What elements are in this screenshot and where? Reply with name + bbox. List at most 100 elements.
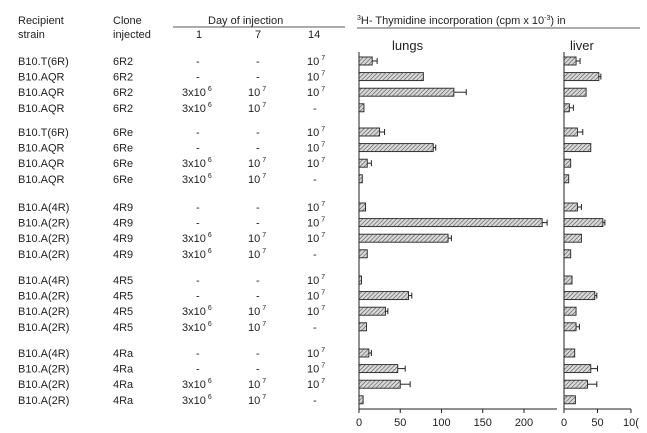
bar [563, 158, 572, 168]
row-strain: B10.AQR [18, 174, 65, 186]
row-clone: 4R5 [113, 322, 133, 334]
row-day1: - [196, 275, 200, 287]
bar [563, 127, 578, 137]
row-day14: 10 7 [307, 217, 325, 230]
header-clone-line2: injected [113, 29, 151, 41]
row-clone: 6Re [113, 127, 133, 139]
row-day7: 10 7 [248, 321, 266, 334]
row-day7: 10 7 [248, 157, 266, 170]
row-day14: 10 7 [307, 201, 325, 214]
row-strain: B10.AQR [18, 143, 65, 155]
row-strain: B10.T(6R) [18, 56, 69, 68]
bar [358, 322, 367, 332]
table-row: B10.A(2R) 4Ra 3x10 6 10 7 10 7 [18, 378, 325, 391]
row-day1: - [196, 348, 200, 360]
row-day1: - [196, 72, 200, 84]
bar [358, 379, 401, 389]
bar [358, 72, 424, 82]
row-strain: B10.AQR [18, 72, 65, 84]
bar [358, 395, 364, 405]
panel-liver: 0 50 10(liver [561, 38, 639, 429]
row-day1: 3x10 6 [182, 157, 212, 170]
row-clone: 6Re [113, 158, 133, 170]
row-day1: - [196, 202, 200, 214]
row-day1: 3x10 6 [182, 102, 212, 115]
bar [563, 103, 570, 113]
row-strain: B10.AQR [18, 87, 65, 99]
bar [563, 202, 578, 212]
row-day7: - [256, 275, 260, 287]
row-day14: 10 7 [307, 290, 325, 303]
row-strain: B10.A(4R) [18, 275, 69, 287]
row-clone: 4R5 [113, 291, 133, 303]
row-day14: 10 7 [307, 157, 325, 170]
bar [563, 379, 588, 389]
row-day1: 3x10 6 [182, 173, 212, 186]
bar [563, 87, 587, 97]
row-day14: 10 7 [307, 378, 325, 391]
row-day1: 3x10 6 [182, 232, 212, 245]
bar [563, 56, 577, 66]
header-day-1: 1 [196, 29, 202, 41]
yaxis-title-mass-number: 3 [357, 15, 361, 22]
table-row: B10.T(6R) 6R2 - - 10 7 [18, 55, 325, 68]
row-day1: 3x10 6 [182, 378, 212, 391]
header-recipient-line2: strain [18, 29, 45, 41]
bar [358, 103, 365, 113]
table-row: B10.A(4R) 4R9 - - 10 7 [18, 201, 325, 214]
x-tick-label: 100 [432, 417, 450, 429]
row-day7: 10 7 [248, 102, 266, 115]
bar [358, 218, 543, 228]
row-day1: 3x10 6 [182, 248, 212, 261]
bar [358, 291, 409, 301]
row-clone: 6R2 [113, 56, 133, 68]
panel-lungs: 0 50 100 150 200 lungs [356, 38, 557, 429]
row-day1: - [196, 291, 200, 303]
row-day7: - [256, 72, 260, 84]
table-row: B10.A(2R) 4R9 - - 10 7 [18, 217, 325, 230]
table-header: Recipient strain Clone injected Day of i… [18, 15, 345, 41]
table-row: B10.A(4R) 4Ra - - 10 7 [18, 347, 325, 360]
yaxis-title-text: 3H- Thymidine incorporation (cpm x 10-3)… [357, 15, 566, 27]
x-tick-label: 10( [623, 417, 639, 429]
row-clone: 6R2 [113, 103, 133, 115]
bar [358, 87, 455, 97]
bar [358, 249, 368, 259]
row-day1: 3x10 6 [182, 305, 212, 318]
row-day1: 3x10 6 [182, 321, 212, 334]
row-strain: B10.AQR [18, 158, 65, 170]
bar [358, 56, 373, 66]
table-row: B10.AQR 6R2 - - 10 7 [18, 71, 325, 84]
row-clone: 4Ra [113, 364, 134, 376]
table-row: B10.A(2R) 4Ra 3x10 6 10 7 - [18, 394, 317, 407]
bar [563, 143, 592, 153]
row-strain: B10.A(4R) [18, 202, 69, 214]
header-day-14: 14 [308, 29, 320, 41]
panel-title: liver [570, 38, 595, 53]
row-clone: 4R5 [113, 306, 133, 318]
row-day7: 10 7 [248, 248, 266, 261]
row-day1: 3x10 6 [182, 394, 212, 407]
row-strain: B10.A(2R) [18, 395, 69, 407]
table-row: B10.A(2R) 4R9 3x10 6 10 7 - [18, 248, 317, 261]
row-day7: - [256, 127, 260, 139]
row-clone: 4R9 [113, 202, 133, 214]
bar [563, 395, 576, 405]
bar [563, 218, 604, 228]
x-tick-label: 0 [561, 417, 567, 429]
row-day14: 10 7 [307, 71, 325, 84]
table-row: B10.A(2R) 4Ra - - 10 7 [18, 363, 325, 376]
bar [358, 364, 399, 374]
bar [563, 306, 577, 316]
row-day14: 10 7 [307, 274, 325, 287]
table-row: B10.A(4R) 4R5 - - 10 7 [18, 274, 325, 287]
table-row: B10.AQR 6Re 3x10 6 10 7 - [18, 173, 317, 186]
bar [563, 174, 570, 184]
row-day1: - [196, 143, 200, 155]
row-day14: 10 7 [307, 86, 325, 99]
row-clone: 4R9 [113, 233, 133, 245]
row-clone: 6Re [113, 143, 133, 155]
bar [563, 291, 596, 301]
row-day7: 10 7 [248, 394, 266, 407]
